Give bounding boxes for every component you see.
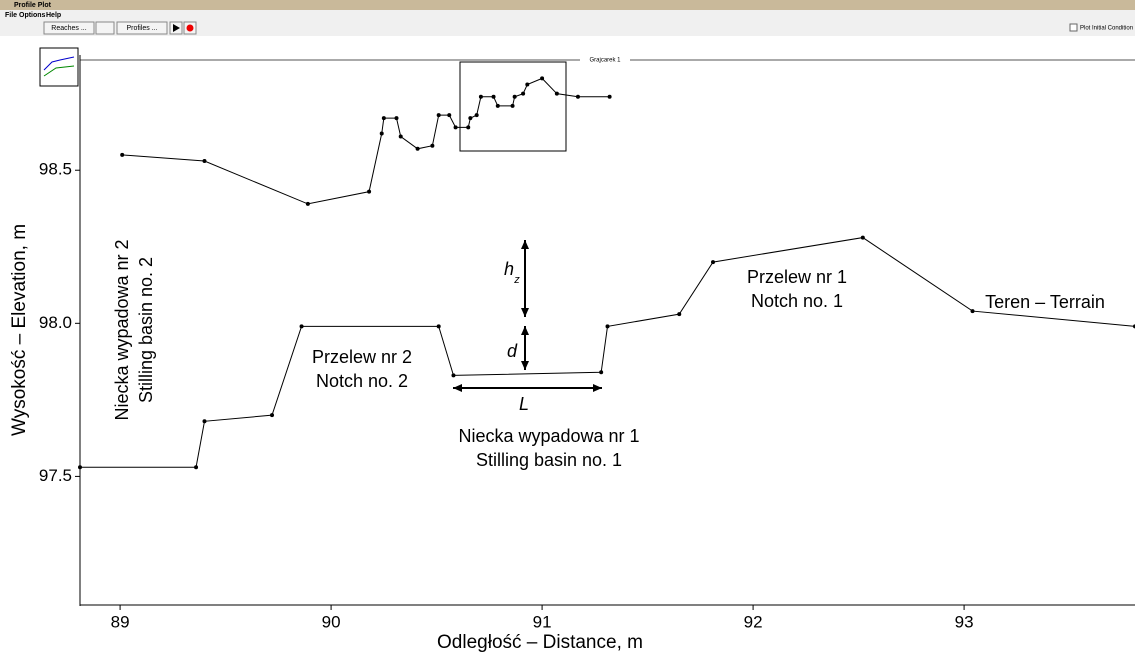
point bbox=[430, 143, 435, 148]
x-tick-label: 93 bbox=[955, 612, 974, 631]
point bbox=[447, 113, 452, 118]
point bbox=[521, 91, 526, 96]
point bbox=[607, 94, 612, 99]
thumbnail-line bbox=[43, 65, 75, 77]
annotation: Teren – Terrain bbox=[985, 292, 1105, 312]
point bbox=[398, 134, 403, 139]
x-tick-label: 91 bbox=[533, 612, 552, 631]
point bbox=[474, 113, 479, 118]
thumbnail-line bbox=[43, 56, 75, 71]
y-axis-label: Wysokość – Elevation, m bbox=[9, 224, 30, 436]
point bbox=[970, 309, 975, 314]
point bbox=[711, 260, 715, 265]
point bbox=[394, 116, 399, 121]
annotation: Przelew nr 1 bbox=[747, 267, 847, 287]
toolbar bbox=[0, 20, 1135, 36]
thumbnail[interactable] bbox=[39, 47, 79, 87]
point bbox=[605, 324, 610, 329]
chart-title: Grajcarek 1 bbox=[589, 58, 621, 64]
menu-options[interactable]: Options bbox=[19, 12, 46, 19]
arrow-head bbox=[453, 384, 462, 392]
x-tick-label: 90 bbox=[322, 612, 341, 631]
x-tick-label: 89 bbox=[111, 612, 130, 631]
point bbox=[367, 189, 372, 194]
symbol-z: z bbox=[513, 274, 520, 286]
point bbox=[540, 76, 545, 81]
profile-line bbox=[80, 237, 1135, 468]
arrow-head bbox=[593, 384, 602, 392]
point bbox=[436, 113, 441, 118]
point bbox=[305, 201, 310, 206]
point bbox=[512, 94, 517, 99]
point bbox=[202, 159, 207, 164]
checkbox-label: Plot Initial Condition bbox=[1080, 26, 1133, 32]
x-tick-label: 92 bbox=[744, 612, 763, 631]
annotation: Niecka wypadowa nr 1 bbox=[458, 426, 639, 446]
menu-file[interactable]: File bbox=[5, 12, 17, 19]
annotation: Notch no. 1 bbox=[751, 291, 843, 311]
arrow-head bbox=[521, 326, 529, 335]
reaches-label: Reaches ... bbox=[51, 25, 86, 32]
point bbox=[575, 94, 580, 99]
point bbox=[436, 324, 441, 329]
point bbox=[415, 146, 420, 151]
symbol-h: h bbox=[504, 259, 514, 279]
annotation: Przelew nr 2 bbox=[312, 347, 412, 367]
y-tick-label: 97.5 bbox=[39, 466, 72, 485]
point bbox=[491, 94, 496, 99]
updown-button[interactable] bbox=[95, 21, 115, 35]
point bbox=[78, 465, 82, 470]
annotation: Notch no. 2 bbox=[316, 371, 408, 391]
annotation: Niecka wypadowa nr 2 bbox=[112, 239, 132, 420]
y-tick-label: 98.0 bbox=[39, 313, 72, 332]
point bbox=[466, 125, 471, 130]
menu-help[interactable]: Help bbox=[46, 12, 61, 19]
point bbox=[194, 465, 199, 470]
point bbox=[554, 91, 559, 96]
profiles-label: Profiles ... bbox=[126, 25, 157, 32]
point bbox=[599, 370, 604, 375]
point bbox=[270, 413, 275, 418]
x-axis-label: Odległość – Distance, m bbox=[437, 632, 643, 653]
title-bg bbox=[580, 55, 630, 65]
window-title: Profile Plot bbox=[14, 2, 52, 9]
point bbox=[478, 94, 483, 99]
symbol-d: d bbox=[507, 341, 518, 361]
point bbox=[451, 373, 456, 378]
point bbox=[677, 312, 682, 317]
point bbox=[379, 131, 384, 136]
point bbox=[510, 103, 515, 108]
title-bar bbox=[0, 0, 1135, 10]
play-icon bbox=[173, 24, 180, 32]
point bbox=[860, 235, 865, 240]
point bbox=[120, 152, 125, 157]
point bbox=[468, 116, 473, 121]
point bbox=[453, 125, 458, 130]
record-icon bbox=[186, 24, 194, 32]
profiles-button[interactable] bbox=[116, 21, 168, 35]
y-tick-label: 98.5 bbox=[39, 160, 72, 179]
point bbox=[202, 419, 207, 424]
arrow-head bbox=[521, 361, 529, 370]
menu-bar bbox=[0, 10, 1135, 20]
point bbox=[495, 103, 500, 108]
reaches-button[interactable] bbox=[43, 21, 95, 35]
arrow-head bbox=[521, 308, 529, 317]
annotation: Stilling basin no. 2 bbox=[136, 257, 156, 403]
highlight-box bbox=[459, 61, 567, 152]
point bbox=[525, 82, 530, 87]
checkbox[interactable] bbox=[1069, 23, 1078, 32]
symbol-L: L bbox=[519, 394, 529, 414]
arrow-head bbox=[521, 240, 529, 249]
profile-line bbox=[122, 77, 610, 205]
point bbox=[381, 116, 386, 121]
point bbox=[299, 324, 304, 329]
annotation: Stilling basin no. 1 bbox=[476, 450, 622, 470]
